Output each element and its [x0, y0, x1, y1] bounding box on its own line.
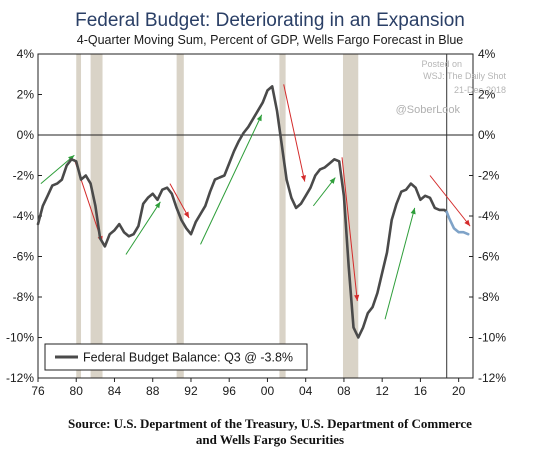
x-tick-label-9: 12	[375, 384, 389, 398]
y-tick-label-right-3: -2%	[478, 169, 500, 183]
x-tick-label-2: 84	[108, 384, 122, 398]
trend-arrowhead-8	[410, 207, 416, 215]
legend-label: Federal Budget Balance: Q3 @ -3.8%	[83, 351, 293, 365]
x-tick-label-7: 04	[299, 384, 313, 398]
y-tick-label-left-1: 2%	[17, 88, 35, 102]
recession-band-3	[279, 54, 286, 378]
trend-arrows	[40, 84, 471, 320]
trend-arrowhead-7	[354, 294, 360, 302]
y-tick-label-right-4: -4%	[478, 209, 500, 223]
trend-arrow-3	[169, 183, 190, 219]
y-tick-label-right-1: 2%	[478, 88, 496, 102]
trend-arrowhead-4	[256, 114, 262, 122]
y-tick-label-right-7: -10%	[478, 331, 506, 345]
x-tick-label-10: 16	[414, 384, 428, 398]
y-tick-label-right-2: 0%	[478, 128, 496, 142]
x-tick-label-6: 00	[261, 384, 275, 398]
watermark: Posted on WSJ: The Daily Shot 21-Dec-201…	[396, 59, 507, 116]
legend-box	[44, 343, 308, 371]
trend-arrow-9	[429, 175, 471, 227]
x-tick-label-0: 76	[31, 384, 45, 398]
y-tick-label-left-4: -4%	[13, 209, 35, 223]
trend-arrow-4	[200, 114, 263, 245]
watermark-date: 21-Dec-2018	[454, 85, 506, 95]
budget-balance-line	[36, 85, 449, 339]
trend-arrowhead-9	[464, 219, 471, 227]
y-tick-label-right-0: 4%	[478, 47, 496, 61]
y-tick-label-right-5: -6%	[478, 250, 500, 264]
y-tick-label-left-5: -6%	[13, 250, 35, 264]
watermark-source: WSJ: The Daily Shot	[423, 71, 506, 81]
x-tick-label-8: 08	[337, 384, 351, 398]
x-tick-label-1: 80	[70, 384, 84, 398]
chart-title: Federal Budget: Deteriorating in an Expa…	[75, 10, 465, 31]
trend-arrow-5	[283, 84, 306, 182]
forecast-line	[445, 210, 470, 236]
trend-arrowhead-3	[183, 211, 190, 219]
y-tick-label-right-6: -8%	[478, 290, 500, 304]
y-tick-label-left-3: -2%	[13, 169, 35, 183]
trend-arrow-7	[341, 157, 358, 302]
legend: Federal Budget Balance: Q3 @ -3.8%	[44, 343, 308, 371]
source-line-1: Source: U.S. Department of the Treasury,…	[68, 416, 472, 431]
plot-frame	[37, 53, 474, 379]
y-tick-label-right-8: -12%	[478, 371, 506, 385]
y-tick-label-left-2: 0%	[17, 128, 35, 142]
trend-arrow-8	[384, 207, 416, 320]
source-line-2: and Wells Fargo Securities	[196, 432, 344, 447]
y-tick-label-left-6: -8%	[13, 290, 35, 304]
x-tick-label-5: 96	[223, 384, 237, 398]
series-lines	[36, 85, 470, 339]
y-tick-label-left-0: 4%	[17, 47, 35, 61]
watermark-handle: @SoberLook	[396, 104, 461, 116]
y-tick-label-left-8: -12%	[6, 371, 34, 385]
axis-ticks: 4% 4% 2% 2% 0% 0% -2% -2% -4% -4% -6% -6% -8% -8% -10%…	[6, 47, 506, 398]
y-tick-label-left-7: -10%	[6, 331, 34, 345]
trend-arrow-2	[125, 201, 161, 255]
watermark-posted: Posted on	[421, 59, 462, 69]
recession-band-0	[76, 54, 82, 378]
x-tick-label-11: 20	[452, 384, 466, 398]
x-tick-label-3: 88	[146, 384, 160, 398]
recession-bands	[76, 54, 359, 378]
trend-arrowhead-2	[154, 201, 161, 209]
trend-arrowhead-5	[300, 175, 307, 182]
chart-subtitle: 4-Quarter Moving Sum, Percent of GDP, We…	[77, 33, 464, 47]
trend-arrow-0	[40, 154, 75, 184]
trend-arrowhead-6	[329, 177, 336, 184]
x-tick-label-4: 92	[184, 384, 198, 398]
